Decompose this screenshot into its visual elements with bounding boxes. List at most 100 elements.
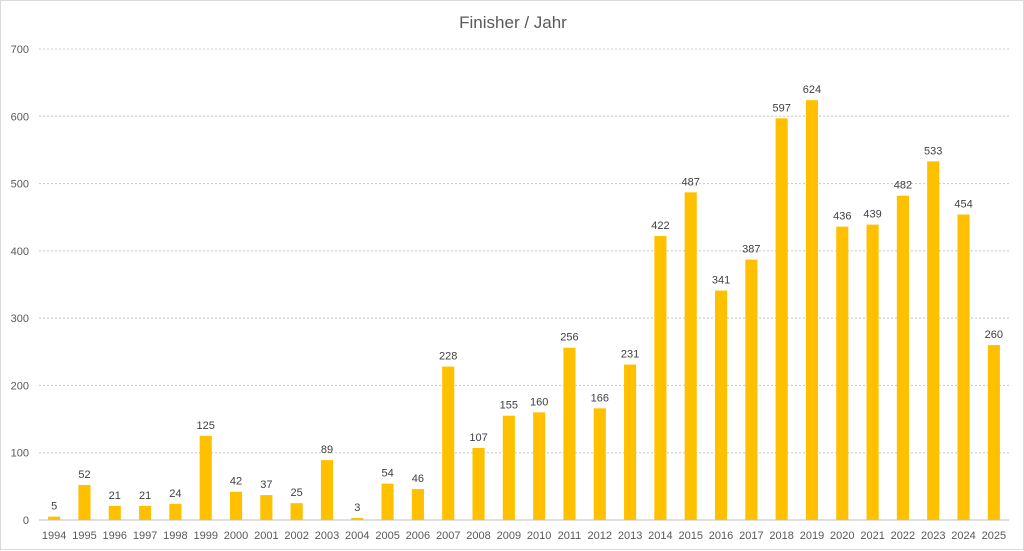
bar <box>714 290 728 520</box>
bar <box>805 100 819 520</box>
bar <box>533 412 546 520</box>
data-label: 624 <box>803 84 821 96</box>
bar <box>169 503 182 520</box>
y-tick-label: 200 <box>11 380 29 392</box>
bar <box>472 448 485 520</box>
x-tick-label: 2022 <box>891 530 915 542</box>
bar <box>139 505 152 520</box>
y-tick-label: 300 <box>11 313 29 325</box>
data-label: 160 <box>530 396 548 408</box>
data-label: 341 <box>712 275 730 287</box>
bar <box>957 214 970 520</box>
x-tick-label: 2006 <box>406 530 430 542</box>
data-label: 21 <box>109 490 121 502</box>
y-tick-label: 600 <box>11 111 29 123</box>
x-tick-label: 2000 <box>224 530 248 542</box>
bar <box>351 517 364 520</box>
y-tick-label: 400 <box>11 246 29 258</box>
bar <box>624 364 637 520</box>
y-tick-label: 500 <box>11 179 29 191</box>
x-tick-label: 2023 <box>921 530 945 542</box>
bar <box>411 489 424 520</box>
x-tick-label: 1994 <box>42 530 66 542</box>
data-label: 107 <box>469 432 487 444</box>
x-tick-label: 2004 <box>345 530 369 542</box>
data-labels: 5 52 21 21 24 125 42 37 25 89 3 54 46 228 107 155 160 256… <box>51 84 1003 514</box>
x-tick-label: 2017 <box>739 530 763 542</box>
x-tick-label: 2013 <box>618 530 642 542</box>
bar <box>684 192 697 520</box>
data-label: 260 <box>985 329 1003 341</box>
x-tick-label: 2009 <box>497 530 521 542</box>
data-label: 42 <box>230 476 242 488</box>
x-tick-label: 2018 <box>769 530 793 542</box>
data-label: 52 <box>78 469 90 481</box>
bar <box>866 224 879 520</box>
bar <box>48 516 61 520</box>
bar <box>320 460 334 520</box>
data-label: 125 <box>197 420 215 432</box>
bar <box>78 485 91 520</box>
x-tick-label: 1995 <box>72 530 96 542</box>
bar <box>199 435 212 520</box>
data-label: 256 <box>560 332 578 344</box>
x-tick-label: 2020 <box>830 530 854 542</box>
x-tick-label: 2008 <box>466 530 490 542</box>
bar <box>290 503 303 520</box>
y-tick-label: 0 <box>23 515 29 527</box>
data-label: 24 <box>169 488 181 500</box>
x-tick-label: 2002 <box>284 530 308 542</box>
data-label: 533 <box>924 145 942 157</box>
data-label: 3 <box>354 502 360 514</box>
bar <box>745 259 758 520</box>
gridlines <box>39 48 1009 454</box>
x-tick-label: 1996 <box>103 530 127 542</box>
x-tick-label: 1997 <box>133 530 157 542</box>
data-label: 46 <box>412 473 424 485</box>
data-label: 231 <box>621 349 639 361</box>
bar <box>896 195 909 520</box>
x-tick-label: 2007 <box>436 530 460 542</box>
bar <box>229 491 243 520</box>
x-tick-label: 1998 <box>163 530 187 542</box>
x-tick-label: 2025 <box>982 530 1006 542</box>
y-tick-label: 700 <box>11 44 29 56</box>
data-label: 155 <box>500 400 518 412</box>
data-label: 454 <box>954 199 972 211</box>
x-tick-label: 2012 <box>588 530 612 542</box>
data-label: 21 <box>139 490 151 502</box>
bars <box>48 100 1000 521</box>
x-tick-label: 1999 <box>193 530 217 542</box>
bar <box>836 226 849 521</box>
bar <box>442 366 455 520</box>
bar <box>502 415 515 520</box>
bar <box>927 161 940 521</box>
x-tick-label: 2005 <box>375 530 399 542</box>
x-tick-label: 2011 <box>558 530 582 542</box>
data-label: 228 <box>439 351 457 363</box>
bar <box>593 408 606 520</box>
data-label: 482 <box>894 180 912 192</box>
x-tick-label: 2003 <box>315 530 339 542</box>
x-tick-label: 2024 <box>951 530 975 542</box>
x-axis-ticks: 1994 1995 1996 1997 1998 1999 2000 2001 2002 2003… <box>42 530 1006 542</box>
data-label: 439 <box>863 209 881 221</box>
bar <box>775 118 788 520</box>
data-label: 25 <box>291 487 303 499</box>
data-label: 487 <box>682 176 700 188</box>
bar <box>381 483 394 520</box>
data-label: 166 <box>591 392 609 404</box>
bar <box>108 505 121 520</box>
data-label: 37 <box>260 479 272 491</box>
x-tick-label: 2021 <box>860 530 884 542</box>
y-axis-ticks: 0 100 200 300 400 500 600 700 <box>11 44 29 527</box>
bar <box>563 347 576 520</box>
chart-title: Finisher / Jahr <box>459 13 567 32</box>
x-tick-label: 2019 <box>800 530 824 542</box>
data-label: 422 <box>651 220 669 232</box>
x-tick-label: 2001 <box>254 530 278 542</box>
data-label: 436 <box>833 211 851 223</box>
data-label: 5 <box>51 501 57 513</box>
